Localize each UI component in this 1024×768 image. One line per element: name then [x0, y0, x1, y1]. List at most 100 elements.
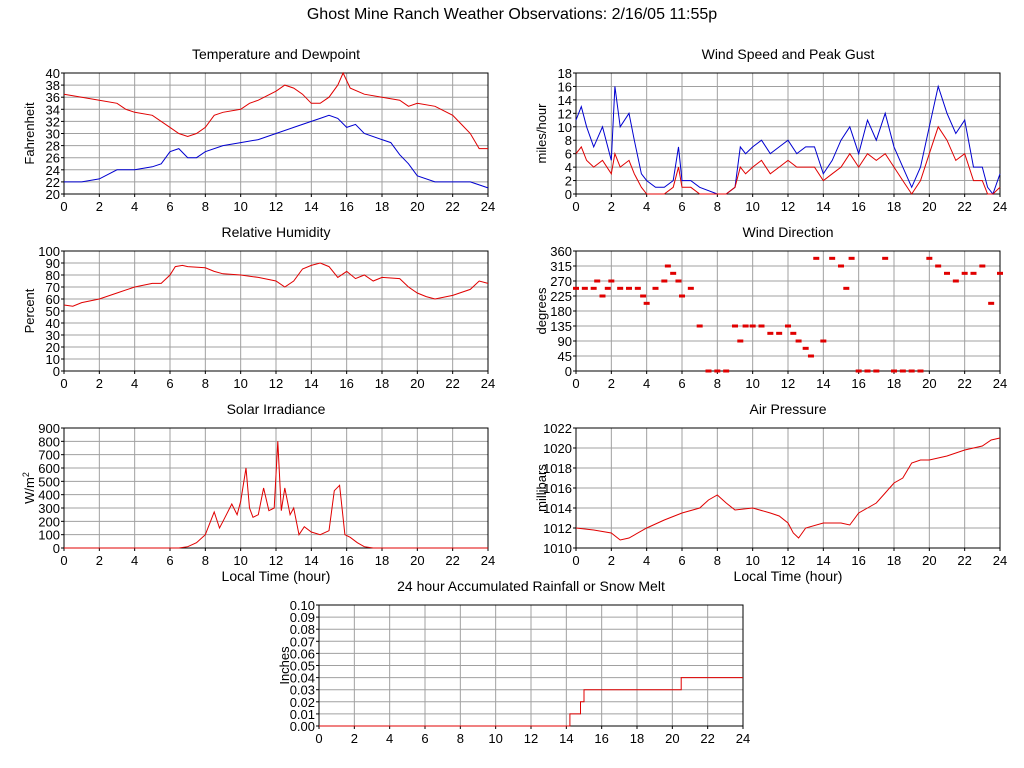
data-point [838, 264, 844, 268]
x-tick-label: 22 [445, 553, 459, 568]
x-tick-label: 2 [96, 376, 103, 391]
y-tick-label: 0.09 [290, 610, 315, 625]
y-tick-label: 80 [46, 268, 60, 283]
x-tick-label: 20 [922, 376, 936, 391]
data-point [640, 294, 647, 298]
data-point [997, 271, 1003, 275]
chart-title: Air Pressure [749, 401, 826, 417]
x-tick-label: 20 [410, 199, 424, 214]
data-point [652, 286, 659, 290]
x-tick-label: 2 [96, 199, 103, 214]
series-line-1 [64, 114, 489, 189]
data-point [917, 369, 924, 373]
series-line-1 [575, 125, 1001, 195]
y-tick-label: 4 [565, 160, 572, 175]
data-point [829, 256, 836, 260]
y-tick-label: 315 [550, 259, 572, 274]
data-point [758, 324, 765, 328]
x-tick-label: 8 [714, 553, 721, 568]
data-point [626, 286, 632, 290]
y-axis-label-text: degrees [534, 287, 549, 334]
x-tick-label: 18 [375, 376, 389, 391]
y-tick-label: 900 [38, 421, 60, 436]
data-point [599, 294, 606, 298]
data-point [664, 264, 671, 268]
y-tick-label: 100 [38, 244, 60, 259]
x-tick-label: 24 [481, 376, 495, 391]
x-tick-label: 14 [559, 731, 573, 746]
data-point [908, 369, 915, 373]
x-tick-label: 0 [60, 199, 67, 214]
y-axis-label: miles/hour [534, 103, 549, 164]
y-axis-label: millibars [534, 464, 549, 512]
y-tick-label: 12 [558, 106, 572, 121]
y-tick-label: 36 [46, 90, 60, 105]
chart-pressure: Air Pressure1010101210141016101810201022… [534, 401, 1007, 584]
x-tick-label: 8 [457, 731, 464, 746]
y-tick-label: 40 [46, 316, 60, 331]
x-tick-label: 22 [957, 553, 971, 568]
x-tick-label: 18 [887, 553, 901, 568]
x-tick-label: 2 [608, 376, 615, 391]
x-tick-label: 20 [410, 376, 424, 391]
x-tick-label: 2 [608, 199, 615, 214]
x-tick-label: 12 [269, 553, 283, 568]
x-axis-label: Local Time (hour) [734, 568, 843, 584]
x-tick-label: 6 [166, 376, 173, 391]
x-tick-label: 20 [922, 553, 936, 568]
data-point [795, 339, 802, 343]
y-tick-label: 10 [558, 120, 572, 135]
x-tick-label: 10 [488, 731, 502, 746]
x-tick-label: 20 [665, 731, 679, 746]
x-axis-label: Local Time (hour) [222, 568, 331, 584]
x-tick-label: 24 [993, 553, 1007, 568]
x-tick-label: 20 [922, 199, 936, 214]
y-tick-label: 0.01 [290, 707, 315, 722]
data-point [670, 271, 677, 275]
x-tick-label: 24 [481, 199, 495, 214]
x-tick-label: 10 [233, 199, 247, 214]
y-tick-label: 1016 [543, 481, 572, 496]
x-tick-label: 8 [202, 553, 209, 568]
x-tick-label: 16 [339, 199, 353, 214]
x-tick-label: 24 [993, 376, 1007, 391]
x-tick-label: 4 [643, 199, 650, 214]
chart-rain: 24 hour Accumulated Rainfall or Snow Mel… [277, 578, 750, 746]
y-tick-label: 1012 [543, 521, 572, 536]
x-tick-label: 20 [410, 553, 424, 568]
y-tick-label: 32 [46, 114, 60, 129]
data-point [776, 331, 783, 335]
x-tick-label: 10 [745, 199, 759, 214]
data-point [617, 286, 624, 290]
y-axis-label: Fahrenheit [22, 102, 37, 165]
y-tick-label: 16 [558, 79, 572, 94]
x-tick-label: 4 [643, 553, 650, 568]
y-tick-label: 20 [46, 187, 60, 202]
x-tick-label: 12 [781, 376, 795, 391]
x-tick-label: 12 [781, 553, 795, 568]
y-axis-label-text: Inches [277, 646, 292, 685]
data-point [855, 369, 862, 373]
series-line-0 [319, 677, 743, 727]
y-tick-label: 90 [46, 256, 60, 271]
data-point [970, 271, 977, 275]
data-point [843, 286, 850, 290]
x-tick-label: 2 [96, 553, 103, 568]
x-tick-label: 24 [481, 553, 495, 568]
x-tick-label: 6 [421, 731, 428, 746]
data-point [864, 369, 871, 373]
x-tick-label: 22 [957, 376, 971, 391]
data-point [573, 286, 579, 290]
x-tick-label: 18 [375, 199, 389, 214]
x-tick-label: 24 [993, 199, 1007, 214]
chart-title: Temperature and Dewpoint [192, 46, 360, 62]
x-tick-label: 24 [736, 731, 750, 746]
chart-rh: Relative Humidity01020304050607080901000… [22, 224, 495, 391]
x-tick-label: 18 [887, 199, 901, 214]
data-point [873, 369, 880, 373]
y-tick-label: 45 [558, 349, 572, 364]
y-tick-label: 18 [558, 66, 572, 81]
y-axis-label-text: millibars [534, 464, 549, 512]
y-tick-label: 360 [550, 244, 572, 259]
y-tick-label: 2 [565, 174, 572, 189]
